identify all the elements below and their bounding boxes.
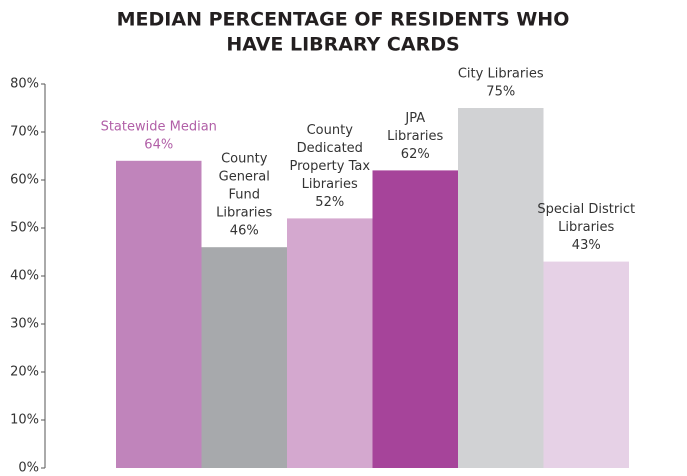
category-label: Property Tax — [289, 159, 370, 174]
y-tick-label: 80% — [10, 77, 39, 92]
value-label: 46% — [230, 224, 259, 239]
bar — [201, 247, 287, 468]
y-tick-label: 0% — [18, 461, 39, 476]
category-label: Dedicated — [297, 141, 363, 156]
bar — [543, 261, 629, 468]
chart-title: MEDIAN PERCENTAGE OF RESIDENTS WHO — [117, 9, 570, 31]
category-label: General — [219, 170, 270, 185]
chart-title: HAVE LIBRARY CARDS — [226, 34, 459, 56]
category-label: Special District — [537, 202, 635, 217]
category-label: Libraries — [302, 177, 358, 192]
bar — [287, 218, 373, 468]
category-label: City Libraries — [458, 67, 544, 82]
bar — [458, 108, 544, 468]
y-tick-label: 60% — [10, 173, 39, 188]
value-label: 62% — [401, 147, 430, 162]
y-tick-label: 20% — [10, 365, 39, 380]
value-label: 52% — [315, 195, 344, 210]
category-label: Statewide Median — [101, 119, 217, 134]
bar — [372, 170, 458, 468]
value-label: 43% — [572, 238, 601, 253]
category-label: Libraries — [216, 206, 272, 221]
category-label: Libraries — [558, 220, 614, 235]
value-label: 75% — [486, 85, 515, 100]
value-label: 64% — [144, 137, 173, 152]
category-label: JPA — [404, 111, 425, 126]
y-tick-label: 10% — [10, 413, 39, 428]
category-label: County — [221, 152, 268, 167]
bar — [116, 160, 202, 469]
y-tick-label: 40% — [10, 269, 39, 284]
category-label: County — [307, 123, 354, 138]
y-tick-label: 70% — [10, 125, 39, 140]
y-tick-label: 50% — [10, 221, 39, 236]
category-label: Libraries — [387, 129, 443, 144]
y-tick-label: 30% — [10, 317, 39, 332]
category-label: Fund — [229, 188, 261, 203]
